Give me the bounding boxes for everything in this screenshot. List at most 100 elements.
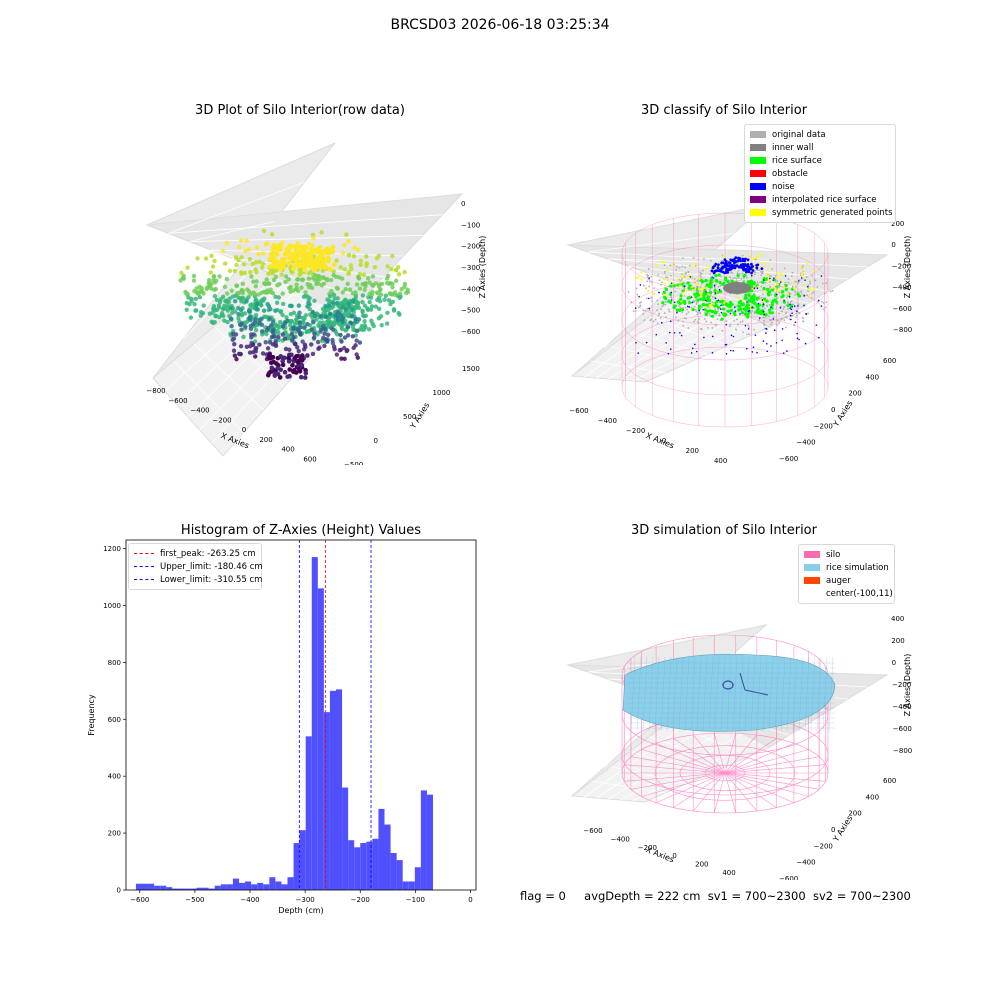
histogram-bar xyxy=(160,885,167,890)
panel2-title: 3D classify of Silo Interior xyxy=(640,103,808,118)
y-axis-tick-label: 600 xyxy=(883,777,896,785)
histogram-bar xyxy=(196,887,203,890)
histogram-bar xyxy=(238,882,246,890)
z-axis-tick-label: −400 xyxy=(892,703,911,711)
legend-label: inner wall xyxy=(772,142,814,153)
histogram-bar xyxy=(166,887,173,890)
x-axis-tick-label: 600 xyxy=(303,455,316,463)
z-axis-tick-label: −600 xyxy=(893,725,912,733)
legend-label: symmetric generated points xyxy=(772,207,893,218)
histogram-bar xyxy=(323,712,330,890)
legend-entry: center(-100,11) xyxy=(804,587,893,600)
flag-text: flag = 0 xyxy=(520,889,566,903)
y-tick-label: 600 xyxy=(108,716,121,724)
legend-swatch xyxy=(750,144,766,151)
histogram-bar xyxy=(214,885,221,890)
histogram-bar xyxy=(426,794,434,890)
y-axis-label: Frequency xyxy=(87,694,96,736)
histogram-bar xyxy=(281,884,288,890)
z-axis-tick-label: −400 xyxy=(461,285,480,293)
x-tick-label: −300 xyxy=(296,896,315,904)
histogram-bars xyxy=(135,557,434,890)
histogram-bar xyxy=(226,884,233,890)
y-axis-tick-label: −600 xyxy=(779,875,798,880)
histogram-bar xyxy=(372,838,379,890)
y-axis-tick-label: −200 xyxy=(814,842,833,850)
x-tick-label: −600 xyxy=(130,896,149,904)
legend-line-swatch xyxy=(134,566,154,567)
x-axis-tick-label: −200 xyxy=(626,427,645,435)
x-axis-label: Depth (cm) xyxy=(278,906,323,915)
histogram-bar xyxy=(257,882,264,890)
x-axis-tick-label: 200 xyxy=(695,861,708,869)
legend-label: interpolated rice surface xyxy=(772,194,877,205)
histogram-bar xyxy=(342,787,349,890)
y-axis-tick-label: −400 xyxy=(796,439,815,447)
z-axis-tick-label: 0 xyxy=(461,200,465,208)
legend-entry: rice surface xyxy=(750,154,890,167)
grid-lines xyxy=(164,181,443,444)
y-axis-tick-label: −400 xyxy=(796,859,815,867)
legend-swatch xyxy=(750,131,766,138)
legend-swatch xyxy=(750,196,766,203)
x-axis-label: X Axies xyxy=(645,431,676,450)
y-axis-tick-label: 0 xyxy=(374,437,378,445)
histogram-bar xyxy=(245,881,252,890)
z-axis-tick-label: −400 xyxy=(892,284,911,292)
y-tick-label: 800 xyxy=(108,659,121,667)
histogram-title: Histogram of Z-Axies (Height) Values xyxy=(180,523,422,538)
y-axis-tick-label: 400 xyxy=(866,793,879,801)
histogram-bar xyxy=(141,883,149,890)
x-axis-tick-label: −200 xyxy=(212,416,231,424)
y-axis-tick-label: 0 xyxy=(831,406,835,414)
y-axis-tick-label: −500 xyxy=(344,461,363,465)
histogram-bar xyxy=(299,830,306,890)
y-axis-tick-label: 400 xyxy=(866,373,879,381)
x-axis-tick-label: 0 xyxy=(662,437,666,445)
histogram-bar xyxy=(263,884,270,890)
z-axis-tick-label: 0 xyxy=(891,241,895,249)
legend-label: first_peak: -263.25 cm xyxy=(160,548,256,559)
plot-frame xyxy=(125,539,477,891)
y-axis-label: Y Axies xyxy=(831,399,855,429)
y-tick-label: 0 xyxy=(117,887,121,895)
center-marker xyxy=(739,672,746,691)
z-axis-tick-label: −800 xyxy=(893,747,912,755)
legend-label: center(-100,11) xyxy=(826,588,893,599)
x-axis-tick-label: 0 xyxy=(242,426,246,434)
z-axis-label: Z Axies (Depth) xyxy=(478,236,487,299)
x-tick-label: 0 xyxy=(468,896,472,904)
y-axis-tick-label: 600 xyxy=(883,357,896,365)
z-axis-tick-label: −100 xyxy=(461,221,480,229)
x-axis-label: X Axies xyxy=(645,845,676,864)
x-axis-tick-label: 200 xyxy=(259,436,272,444)
y-axis-tick-label: −200 xyxy=(814,422,833,430)
z-axis-tick-label: −800 xyxy=(893,326,912,334)
figure-title: BRCSD03 2026-06-18 03:25:34 xyxy=(390,17,610,33)
histogram-bar xyxy=(232,878,239,890)
legend-entry: symmetric generated points xyxy=(750,206,893,219)
legend-label: auger xyxy=(826,575,851,586)
legend-label: silo xyxy=(826,549,841,560)
histogram-bar xyxy=(190,888,197,890)
y-tick-label: 1200 xyxy=(103,545,121,553)
histogram-bar xyxy=(305,736,312,890)
z-axis-tick-label: −200 xyxy=(461,243,480,251)
legend-label: obstacle xyxy=(772,168,808,179)
histogram-bar xyxy=(135,883,142,890)
z-axis-tick-label: −600 xyxy=(893,305,912,313)
y-axis-tick-label: 500 xyxy=(403,413,416,421)
histogram-bar xyxy=(336,689,343,890)
histogram-bar xyxy=(311,557,318,890)
z-axis-tick-label: 200 xyxy=(891,637,904,645)
x-axis-tick-label: −600 xyxy=(583,827,602,835)
rice-mesh xyxy=(627,656,835,732)
histogram-bar xyxy=(293,843,300,890)
legend-swatch xyxy=(804,564,820,571)
histogram-bar xyxy=(178,888,185,890)
x-tick-label: −200 xyxy=(351,896,370,904)
raw-point-cloud xyxy=(178,228,411,380)
x-axis-tick-label: 200 xyxy=(686,447,699,455)
legend-entry: silo xyxy=(804,548,889,561)
z-axis-tick-label: −200 xyxy=(892,262,911,270)
